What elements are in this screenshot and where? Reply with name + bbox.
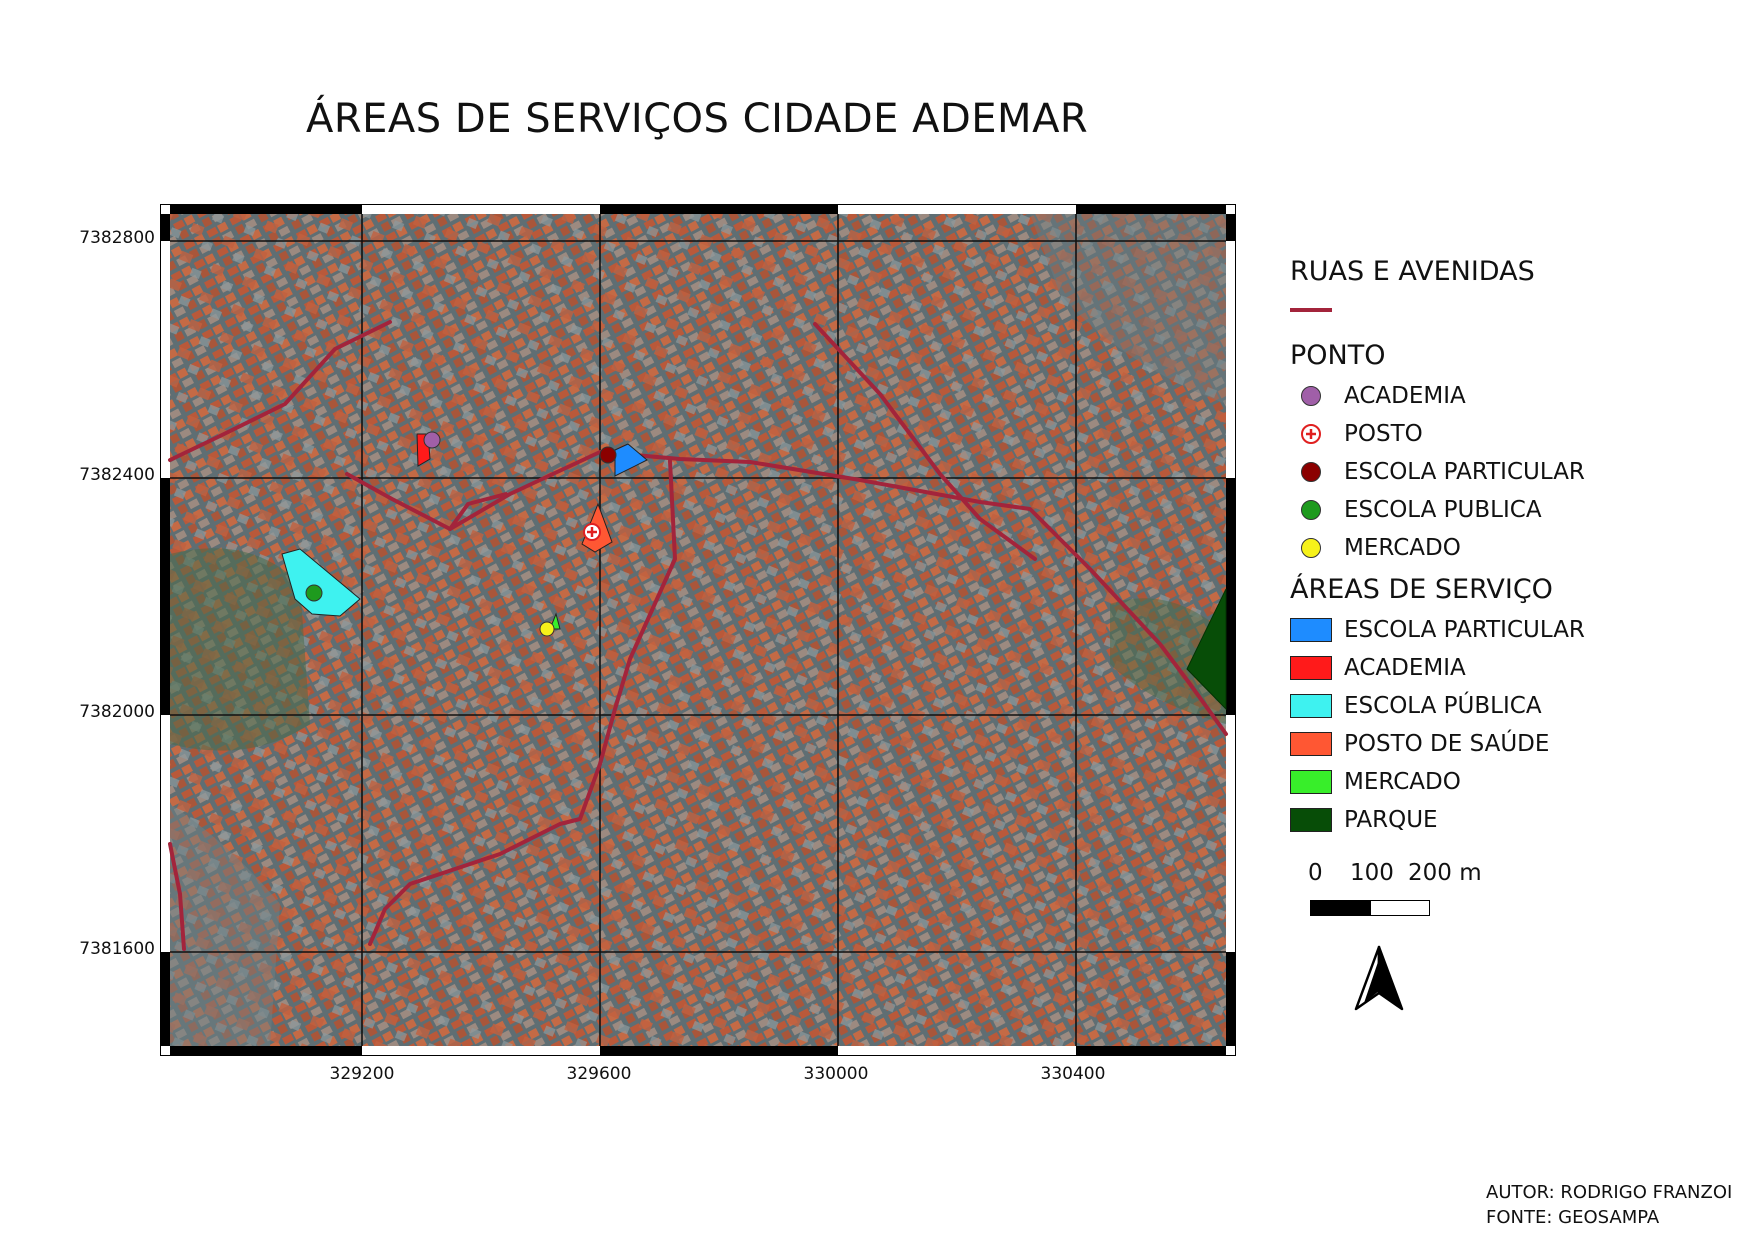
area-swatch xyxy=(1290,770,1332,794)
map-frame[interactable] xyxy=(160,204,1236,1056)
area-swatch xyxy=(1290,808,1332,832)
legend-item-escola-particular-point: ESCOLA PARTICULAR xyxy=(1290,456,1585,488)
legend-label: ESCOLA PARTICULAR xyxy=(1344,459,1585,485)
scale-label: 200 m xyxy=(1408,860,1482,886)
legend-points-title: PONTO xyxy=(1290,340,1386,371)
area-swatch xyxy=(1290,618,1332,642)
legend-roads-title: RUAS E AVENIDAS xyxy=(1290,256,1535,287)
circle-icon xyxy=(1301,500,1321,520)
page-title: ÁREAS DE SERVIÇOS CIDADE ADEMAR xyxy=(306,96,1089,142)
legend-item-parque-area: PARQUE xyxy=(1290,804,1438,836)
legend-item-academia-area: ACADEMIA xyxy=(1290,652,1466,684)
legend-item-posto-saude-area: POSTO DE SAÚDE xyxy=(1290,728,1549,760)
legend-label: ESCOLA PARTICULAR xyxy=(1344,617,1585,643)
source-text: FONTE: GEOSAMPA xyxy=(1486,1207,1660,1228)
legend-label: POSTO xyxy=(1344,421,1423,447)
road xyxy=(168,320,392,462)
legend-item-escola-publica-point: ESCOLA PUBLICA xyxy=(1290,494,1542,526)
roads-layer xyxy=(168,320,1228,951)
legend-label: ESCOLA PUBLICA xyxy=(1344,497,1542,523)
grid-y-label: 7382800 xyxy=(79,228,155,248)
legend-label: ACADEMIA xyxy=(1344,383,1466,409)
cross-circle-icon xyxy=(1301,424,1321,444)
mercado-point[interactable] xyxy=(539,621,555,637)
escola-publica-area[interactable] xyxy=(281,548,361,617)
circle-icon xyxy=(1301,386,1321,406)
area-swatch xyxy=(1290,732,1332,756)
grid-x-label: 329200 xyxy=(329,1064,395,1084)
legend-item-roads xyxy=(1290,294,1332,326)
road xyxy=(345,450,1228,736)
grid-y-label: 7382000 xyxy=(79,702,155,722)
area-swatch xyxy=(1290,694,1332,718)
area-swatch xyxy=(1290,656,1332,680)
scale-label: 100 xyxy=(1350,860,1394,886)
parque-area[interactable] xyxy=(1186,588,1227,711)
legend-item-academia-point: ACADEMIA xyxy=(1290,380,1466,412)
road-line-swatch xyxy=(1290,308,1332,312)
road xyxy=(168,842,186,951)
road xyxy=(448,492,508,531)
frame-checkers xyxy=(160,204,1236,1056)
grid-y-label: 7382400 xyxy=(79,465,155,485)
grid-y-label: 7381600 xyxy=(79,939,155,959)
scale-segment-black xyxy=(1310,900,1370,916)
legend-item-escola-publica-area: ESCOLA PÚBLICA xyxy=(1290,690,1542,722)
legend-item-mercado-area: MERCADO xyxy=(1290,766,1461,798)
legend-label: ESCOLA PÚBLICA xyxy=(1344,693,1542,719)
road xyxy=(368,459,677,946)
academia-point[interactable] xyxy=(423,431,441,449)
escola-particular-point[interactable] xyxy=(599,446,617,464)
satellite-imagery xyxy=(170,214,1226,1046)
scale-label: 0 xyxy=(1308,860,1323,886)
posto-point[interactable] xyxy=(583,523,601,541)
escola-particular-area[interactable] xyxy=(614,443,648,477)
author-text: AUTOR: RODRIGO FRANZOI xyxy=(1486,1182,1733,1203)
legend-label: POSTO DE SAÚDE xyxy=(1344,731,1550,757)
grid-x-label: 330000 xyxy=(803,1064,869,1084)
legend-areas-title: ÁREAS DE SERVIÇO xyxy=(1290,574,1553,605)
scale-segment-white xyxy=(1370,900,1430,916)
legend-item-posto-point: POSTO xyxy=(1290,418,1423,450)
legend-item-mercado-point: MERCADO xyxy=(1290,532,1461,564)
circle-icon xyxy=(1301,538,1321,558)
escola-publica-point[interactable] xyxy=(305,584,323,602)
north-arrow-icon xyxy=(1354,945,1404,1011)
legend-label: MERCADO xyxy=(1344,769,1461,795)
road xyxy=(813,322,1037,561)
circle-icon xyxy=(1301,462,1321,482)
coordinate-grid xyxy=(170,214,1226,1046)
grid-x-label: 330400 xyxy=(1040,1064,1106,1084)
legend-item-escola-particular-area: ESCOLA PARTICULAR xyxy=(1290,614,1585,646)
legend-label: PARQUE xyxy=(1344,807,1438,833)
grid-x-label: 329600 xyxy=(566,1064,632,1084)
legend-label: MERCADO xyxy=(1344,535,1461,561)
legend-label: ACADEMIA xyxy=(1344,655,1466,681)
credits: AUTOR: RODRIGO FRANZOI FONTE: GEOSAMPA xyxy=(1486,1180,1732,1230)
